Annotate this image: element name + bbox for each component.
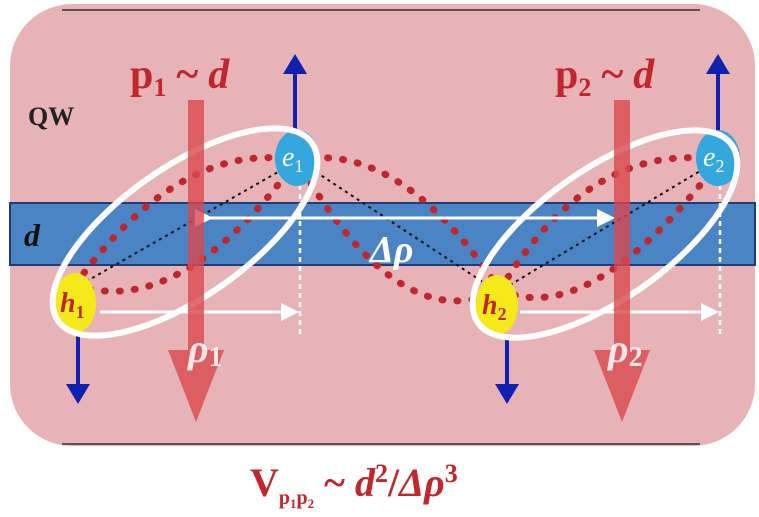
text: 3 <box>445 459 458 488</box>
text: h <box>482 290 498 321</box>
separation-label: Δρ <box>368 229 413 271</box>
text: 1 <box>294 156 303 176</box>
text: h <box>60 288 76 319</box>
text: 2 <box>629 342 643 373</box>
text: / <box>387 460 400 505</box>
text: p <box>279 487 290 509</box>
text: ~ <box>601 52 623 98</box>
text: d <box>633 52 655 98</box>
text: p <box>555 52 578 98</box>
text: ρ <box>187 326 209 371</box>
text: 2 <box>375 459 388 488</box>
width-label: d <box>24 217 41 253</box>
text: Δρ <box>397 460 445 505</box>
text: 2 <box>578 73 591 102</box>
text: e <box>282 142 294 173</box>
dipole-label: p2 ~d <box>555 52 655 102</box>
text: 1 <box>76 302 85 322</box>
formula: Vp1p2~d2/Δρ3 <box>250 459 458 511</box>
text: 2 <box>715 156 724 176</box>
diagram: p1~d p2~d QW d e1 e2 h1 h2 Δρ ρ1 ρ2 Vp1p… <box>0 0 759 517</box>
text: e <box>703 142 715 173</box>
text: p <box>297 487 308 509</box>
text: p <box>130 52 153 98</box>
text: ρ <box>607 326 629 371</box>
page: p1~d p2~d QW d e1 e2 h1 h2 Δρ ρ1 ρ2 Vp1p… <box>0 0 759 517</box>
text: V <box>250 460 279 505</box>
text: 2 <box>308 496 315 511</box>
text: d <box>208 52 230 98</box>
text: 2 <box>498 304 507 324</box>
text: ~ <box>176 52 198 98</box>
text: ~ <box>324 460 345 505</box>
text: d <box>355 460 376 505</box>
dipole-label: p1 ~d <box>130 52 230 102</box>
text: 1 <box>153 73 166 102</box>
text: 1 <box>209 342 223 373</box>
layer-label: QW <box>28 102 74 131</box>
